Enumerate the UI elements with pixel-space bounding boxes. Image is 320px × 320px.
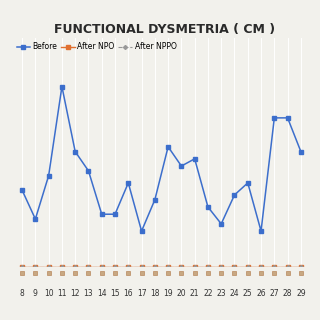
After NPO (153, 265, 157, 269)
Before (272, 116, 276, 120)
After NPPO (126, 265, 130, 269)
Before (47, 174, 51, 178)
Before (20, 188, 24, 192)
After NPPO (219, 265, 223, 269)
Before (73, 150, 77, 154)
After NPPO (259, 265, 263, 269)
Legend: Before, After NPO, After NPPO: Before, After NPO, After NPPO (17, 42, 176, 51)
Before (219, 222, 223, 226)
Before (34, 217, 37, 221)
After NPPO (73, 265, 77, 269)
After NPO (180, 265, 183, 269)
After NPO (100, 265, 104, 269)
After NPO (20, 265, 24, 269)
After NPO (299, 265, 303, 269)
After NPO (272, 265, 276, 269)
After NPPO (272, 265, 276, 269)
Before (166, 145, 170, 149)
After NPO (60, 265, 64, 269)
Before (126, 181, 130, 185)
Before (286, 116, 290, 120)
Before (153, 198, 157, 202)
After NPPO (299, 265, 303, 269)
After NPPO (100, 265, 104, 269)
Before (60, 85, 64, 89)
After NPPO (180, 265, 183, 269)
After NPPO (153, 265, 157, 269)
After NPPO (166, 265, 170, 269)
After NPPO (233, 265, 236, 269)
After NPO (246, 265, 250, 269)
After NPO (73, 265, 77, 269)
After NPPO (86, 265, 90, 269)
Line: Before: Before (20, 84, 303, 233)
After NPO (286, 265, 290, 269)
After NPPO (34, 265, 37, 269)
After NPPO (60, 265, 64, 269)
After NPPO (286, 265, 290, 269)
After NPO (233, 265, 236, 269)
After NPPO (113, 265, 117, 269)
Before (259, 229, 263, 233)
After NPO (193, 265, 196, 269)
Line: After NPO: After NPO (20, 266, 303, 269)
After NPPO (20, 265, 24, 269)
Before (100, 212, 104, 216)
After NPO (140, 265, 143, 269)
After NPPO (47, 265, 51, 269)
After NPO (113, 265, 117, 269)
After NPPO (193, 265, 196, 269)
After NPO (34, 265, 37, 269)
Before (180, 164, 183, 168)
Before (140, 229, 143, 233)
Before (86, 169, 90, 173)
After NPO (47, 265, 51, 269)
After NPO (206, 265, 210, 269)
After NPPO (206, 265, 210, 269)
Before (113, 212, 117, 216)
After NPO (259, 265, 263, 269)
After NPO (86, 265, 90, 269)
After NPO (219, 265, 223, 269)
Before (206, 205, 210, 209)
After NPO (126, 265, 130, 269)
Before (233, 193, 236, 197)
Title: FUNCTIONAL DYSMETRIA ( CM ): FUNCTIONAL DYSMETRIA ( CM ) (54, 23, 276, 36)
After NPPO (246, 265, 250, 269)
Before (193, 157, 196, 161)
Before (246, 181, 250, 185)
After NPPO (140, 265, 143, 269)
Line: After NPPO: After NPPO (21, 266, 302, 268)
After NPO (166, 265, 170, 269)
Before (299, 150, 303, 154)
